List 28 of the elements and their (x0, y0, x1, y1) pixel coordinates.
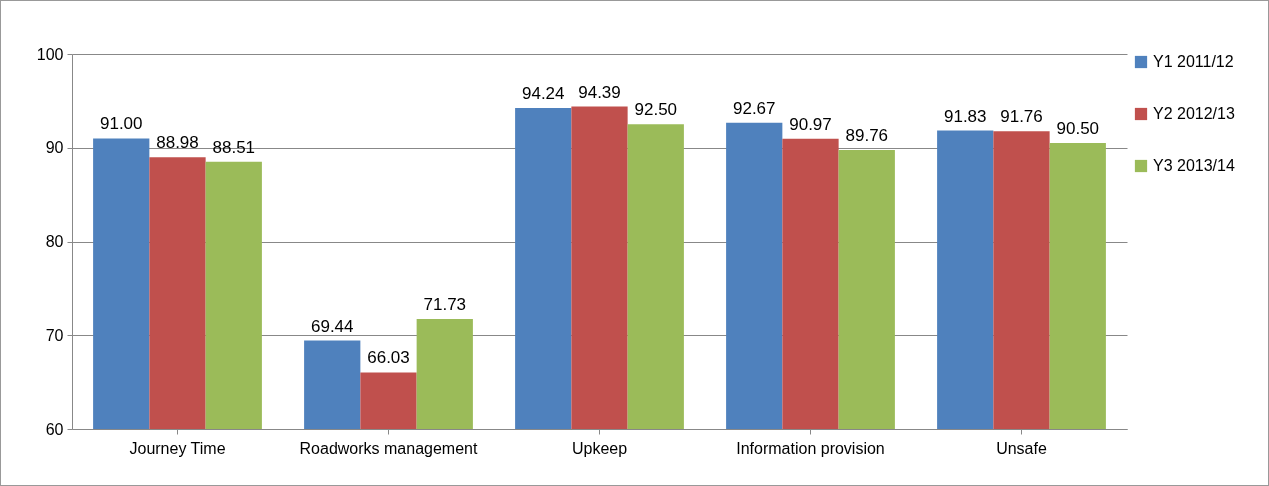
y-tick-label: 90 (45, 139, 64, 157)
legend-label: Y2 2012/13 (1153, 105, 1235, 122)
legend-label: Y3 2013/14 (1153, 157, 1235, 174)
x-tick-label: Journey Time (129, 439, 226, 457)
data-label: 90.50 (1056, 119, 1100, 139)
y-tick-label: 60 (45, 420, 64, 438)
legend-label: Y1 2011/12 (1153, 53, 1234, 70)
data-label: 92.50 (634, 100, 678, 120)
y-tick-label: 80 (45, 233, 64, 250)
data-label: 71.73 (423, 295, 467, 315)
data-label: 88.98 (156, 133, 199, 153)
data-label: 90.97 (789, 114, 832, 134)
data-label: 94.24 (521, 84, 565, 103)
x-tick-label: Information provision (736, 439, 885, 457)
x-tick-label: Roadworks management (299, 439, 478, 457)
data-label: 92.67 (732, 98, 776, 118)
data-label: 91.76 (1000, 107, 1043, 127)
data-label: 66.03 (367, 348, 410, 368)
data-label: 89.76 (845, 126, 889, 145)
y-tick-label: 70 (45, 326, 64, 344)
data-label: 88.51 (212, 137, 256, 157)
data-label: 69.44 (310, 316, 354, 336)
data-label: 94.39 (578, 82, 621, 102)
x-tick-label: Unsafe (996, 439, 1047, 457)
y-tick-label: 100 (36, 45, 64, 63)
x-tick-label: Upkeep (571, 439, 628, 457)
data-label: 91.00 (99, 114, 143, 134)
data-label: 91.83 (943, 106, 987, 126)
